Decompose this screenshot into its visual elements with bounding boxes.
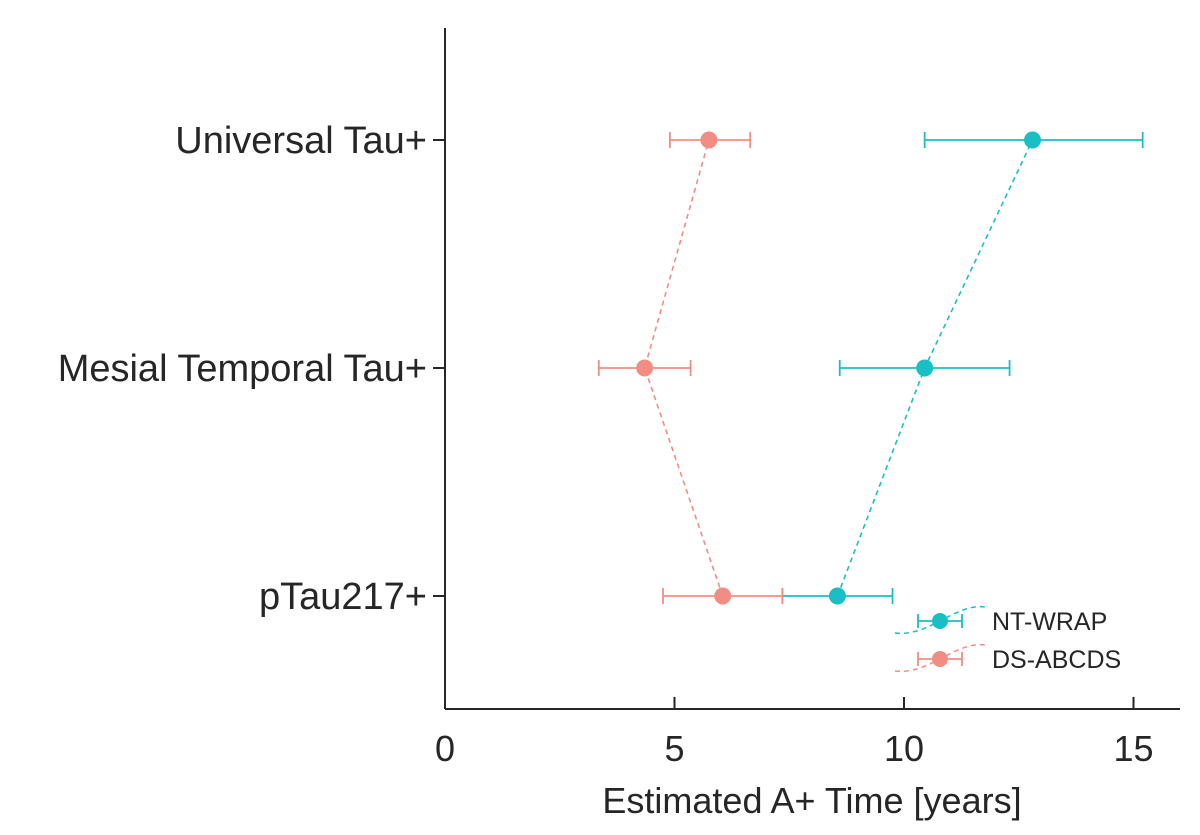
legend: NT-WRAP DS-ABCDS — [894, 606, 1121, 674]
data-point — [714, 587, 732, 605]
series-connector-line — [643, 139, 724, 597]
y-tick-label: Mesial Temporal Tau+ — [58, 348, 427, 390]
legend-entry-nt-wrap: NT-WRAP — [894, 606, 1107, 636]
legend-marker — [932, 651, 948, 667]
legend-label: DS-ABCDS — [992, 646, 1121, 674]
x-tick-label: 10 — [884, 728, 924, 769]
data-point — [636, 359, 654, 377]
data-point — [700, 131, 718, 149]
series-ds-abcds — [597, 131, 784, 605]
legend-label: NT-WRAP — [992, 608, 1107, 636]
legend-marker — [932, 613, 948, 629]
data-point — [828, 587, 846, 605]
y-tick-group: pTau217+ Mesial Temporal Tau+ Universal Ta… — [58, 120, 445, 618]
series-layer — [597, 131, 1144, 605]
x-tick-label: 15 — [1113, 728, 1153, 769]
x-tick-group: 0 5 10 15 — [435, 697, 1154, 769]
series-nt-wrap — [781, 131, 1144, 605]
x-tick-label: 5 — [664, 728, 684, 769]
x-axis-title: Estimated A+ Time [years] — [602, 780, 1021, 821]
x-tick-label: 0 — [435, 728, 455, 769]
y-tick-label: Universal Tau+ — [175, 120, 427, 162]
y-tick-label: pTau217+ — [259, 576, 427, 618]
data-point — [1024, 131, 1042, 149]
legend-entry-ds-abcds: DS-ABCDS — [894, 644, 1121, 674]
axes — [444, 28, 1180, 710]
data-point — [916, 359, 934, 377]
